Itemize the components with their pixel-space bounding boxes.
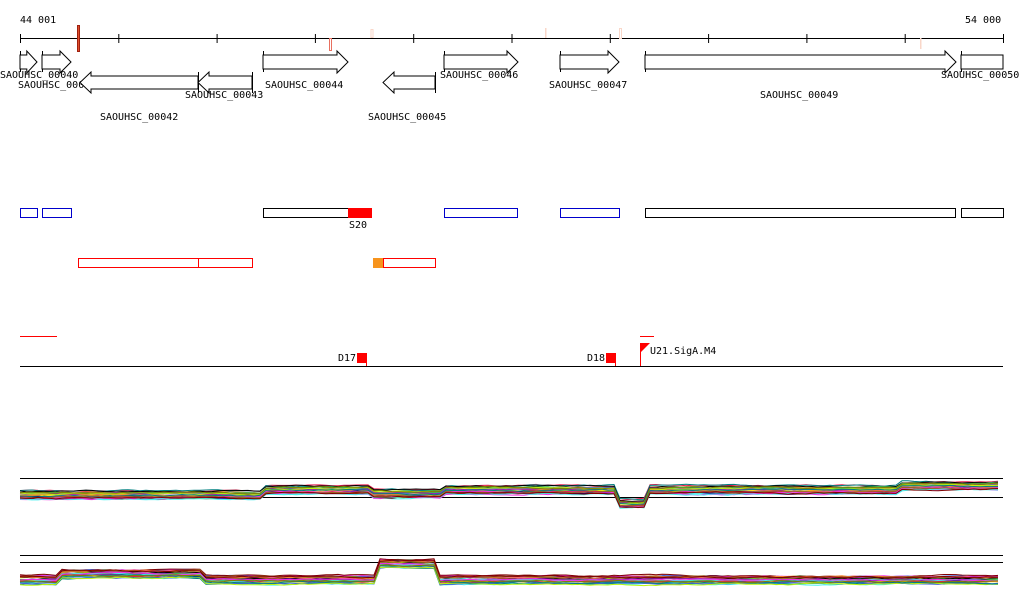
gene-label: SAOUHSC_00047 — [549, 80, 627, 91]
u21-label: U21.SigA.M4 — [650, 346, 716, 357]
expression-line — [19, 484, 999, 505]
expression-line — [19, 566, 999, 587]
d18-flag-icon[interactable] — [606, 353, 616, 363]
gene-SAOUHSC_00050[interactable]: SAOUHSC_00050 — [941, 51, 1019, 81]
segment-box[interactable] — [383, 258, 436, 268]
expression-line — [19, 562, 999, 582]
gene-label: SAOUHSC_00040 — [0, 70, 78, 81]
segment-box[interactable] — [198, 258, 253, 268]
gene-SAOUHSC_00042[interactable]: SAOUHSC_00042 — [79, 70, 199, 123]
segment-box[interactable] — [645, 208, 956, 218]
gene-label: SAOUHSC_00043 — [185, 90, 263, 101]
ruler: 44 001 54 000 — [20, 15, 1004, 52]
gene-label: SAOUHSC_00046 — [440, 70, 518, 81]
marker — [77, 25, 80, 52]
gene-SAOUHSC_00041[interactable]: SAOUHSC_00041 — [18, 49, 96, 91]
gene-label: SAOUHSC_00041 — [18, 80, 96, 91]
gene-label: SAOUHSC_00044 — [265, 80, 343, 91]
marker — [619, 28, 622, 39]
marker — [370, 29, 374, 38]
d18-label: D18 — [587, 353, 605, 364]
gene-label: SAOUHSC_00050 — [941, 70, 1019, 81]
expression-line — [19, 488, 999, 509]
marker — [920, 38, 922, 49]
expression-line — [20, 560, 999, 581]
gene-label: SAOUHSC_00049 — [760, 90, 838, 101]
gene-label: SAOUHSC_00042 — [100, 112, 178, 123]
d17-flag-icon[interactable] — [357, 353, 367, 363]
segment-box[interactable] — [20, 208, 38, 218]
expression-track-2 — [19, 555, 1003, 587]
gene-label: SAOUHSC_00045 — [368, 112, 446, 123]
s20-label: S20 — [349, 220, 367, 231]
gene-SAOUHSC_00049[interactable]: SAOUHSC_00049 — [644, 49, 957, 101]
gene-SAOUHSC_00040[interactable]: SAOUHSC_00040 — [0, 49, 78, 81]
gene-SAOUHSC_00047[interactable]: SAOUHSC_00047 — [549, 49, 627, 91]
segment-box[interactable] — [444, 208, 518, 218]
marker — [329, 38, 332, 51]
expression-line — [20, 564, 999, 584]
segment-box[interactable] — [560, 208, 620, 218]
expression-line — [19, 482, 999, 503]
segment-box[interactable] — [78, 258, 199, 268]
segment-box-s20[interactable] — [348, 208, 372, 218]
feature-track: D17 D18 U21.SigA.M4 — [20, 336, 1003, 367]
segment-track: S20 — [20, 208, 1004, 268]
expression-line — [19, 484, 998, 505]
segment-box[interactable] — [373, 258, 383, 268]
marker — [545, 28, 547, 38]
gene-SAOUHSC_00043[interactable]: SAOUHSC_00043 — [185, 70, 263, 101]
gene-SAOUHSC_00044[interactable]: SAOUHSC_00044 — [262, 49, 349, 91]
gene-SAOUHSC_00046[interactable]: SAOUHSC_00046 — [440, 49, 519, 81]
segment-box[interactable] — [263, 208, 349, 218]
expression-line — [19, 559, 999, 579]
ruler-end-label: 54 000 — [965, 15, 1001, 26]
d17-label: D17 — [338, 353, 356, 364]
u21-flag-icon[interactable] — [640, 343, 650, 353]
expression-track-1 — [19, 478, 1003, 509]
gene-SAOUHSC_00045[interactable]: SAOUHSC_00045 — [368, 70, 446, 123]
segment-box[interactable] — [42, 208, 72, 218]
ruler-start-label: 44 001 — [20, 15, 56, 26]
segment-box[interactable] — [961, 208, 1004, 218]
expression-line — [20, 487, 999, 509]
